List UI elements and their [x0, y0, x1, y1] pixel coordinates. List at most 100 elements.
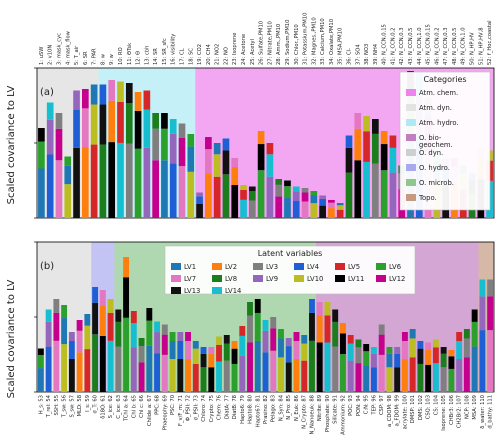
legend-label: LV13: [184, 287, 200, 295]
x-tick-label: MLD: 58: [77, 395, 83, 416]
bar-segment-b: [363, 344, 370, 352]
x-tick-label: Chl c: 66: [139, 395, 145, 418]
bar-segment-b: [463, 357, 470, 392]
bar-segment-a: [161, 160, 168, 218]
bar-segment-b: [216, 336, 222, 345]
legend-label: LV9: [266, 275, 278, 283]
x-tick-label: 15: SR_sfc: [162, 38, 168, 65]
bar-segment-b: [208, 353, 215, 368]
x-tick-label: 28: Amm.,PM10: [276, 24, 282, 65]
latent-variables-legend: Latent variables LV1 LV2 LV3 LV4 LV5 LV6 LV7 LV8…: [164, 245, 416, 295]
bar-segment-b: [239, 335, 246, 356]
bar-segment-b: [247, 315, 253, 343]
x-tick-label: 2: v10N: [48, 45, 54, 65]
bar-segment-b: [355, 347, 362, 364]
bar-segment-a: [222, 138, 230, 151]
bar-segment-b: [115, 321, 122, 347]
x-tick-label: S_sw: 57: [69, 395, 75, 418]
bar-segment-b: [37, 348, 44, 356]
x-tick-label: Phosphate: 90: [325, 395, 331, 432]
bar-segment-b: [347, 335, 354, 344]
bar-segment-a: [81, 89, 89, 109]
x-tick-label: Chem: 76: [217, 395, 223, 420]
bar-segment-a: [81, 147, 89, 218]
x-tick-label: N_Euk: 86: [294, 395, 300, 421]
bar-segment-b: [262, 320, 269, 331]
bar-segment-a: [108, 80, 116, 101]
x-tick-label: 25: Acetyl: [250, 39, 256, 65]
bar-segment-a: [372, 119, 379, 134]
x-tick-label: 51: N_HP,HV,8: [478, 27, 484, 65]
x-tick-label: 5: T_air: [74, 45, 80, 65]
bar-segment-b: [456, 332, 463, 341]
bar-segment-b: [169, 341, 176, 359]
legend-label: O. hydro.: [419, 164, 450, 172]
bar-segment-b: [92, 287, 99, 303]
x-tick-label: 41: N_CCN,0.2: [390, 28, 396, 66]
x-tick-label: Φ_PSII: 72: [186, 395, 192, 421]
x-tick-label: N_Syn: 84: [278, 394, 284, 421]
bar-segment-b: [107, 340, 114, 392]
bar-segment-b: [370, 367, 377, 392]
bar-segment-b: [386, 347, 393, 354]
bar-segment-b: [154, 332, 161, 354]
bar-segment-b: [370, 347, 377, 354]
bar-segment-b: [76, 352, 83, 392]
bar-segment-b: [487, 279, 494, 297]
legend-title-a: Categories: [423, 75, 466, 84]
bar-segment-b: [161, 324, 168, 335]
x-tick-label: δ_water: 110: [480, 395, 486, 429]
bar-segment-b: [231, 341, 238, 349]
x-tick-label: 42: N_CCN,0.3: [399, 28, 405, 66]
bar-segment-a: [328, 200, 335, 203]
x-tick-label: 3: mask_cyc: [56, 33, 62, 65]
bar-segment-a: [222, 150, 230, 175]
bar-segment-b: [487, 296, 494, 331]
bar-segment-b: [324, 315, 331, 343]
bar-segment-a: [345, 172, 353, 218]
bar-segment-b: [355, 339, 362, 348]
y-axis-label-b: Scaled covariance to LV: [6, 279, 17, 398]
bar-segment-a: [134, 92, 142, 111]
bar-segment-b: [409, 357, 416, 392]
y-axis-label-a: Scaled covariance to LV: [6, 85, 17, 204]
legend-label: Topo.: [418, 194, 437, 202]
bar-segment-b: [278, 338, 284, 358]
x-tick-label: 24: Acetone: [241, 34, 247, 65]
bar-segment-b: [223, 343, 230, 361]
bar-segment-b: [417, 341, 424, 349]
bar-segment-b: [309, 340, 315, 392]
x-tick-label: 10: RO: [118, 47, 124, 65]
bar-segment-b: [270, 317, 277, 329]
bar-segment-a: [257, 170, 265, 218]
bar-segment-a: [266, 176, 274, 218]
bar-segment-b: [309, 312, 315, 341]
bar-segment-b: [84, 314, 91, 326]
x-tick-label: DMSP: 101: [410, 395, 416, 423]
bar-segment-a: [178, 123, 186, 138]
x-tick-label: POC: 93: [348, 395, 354, 416]
bar-segment-b: [254, 312, 261, 341]
legend-swatch: [171, 263, 181, 270]
bar-segment-b: [463, 338, 470, 358]
bar-segment-b: [37, 355, 44, 369]
legend-label: Atm. chem.: [419, 89, 458, 97]
x-tick-label: N_Crypto: 87: [302, 395, 308, 429]
bar-segment-a: [363, 116, 370, 132]
bar-segment-a: [292, 200, 300, 218]
bar-segment-b: [270, 328, 277, 351]
bar-segment-b: [216, 344, 222, 362]
x-tick-label: 36: Cl-: [346, 48, 352, 65]
legend-swatch: [335, 275, 345, 282]
legend-swatch: [294, 263, 304, 270]
bar-segment-b: [169, 332, 176, 341]
bar-segment-b: [293, 359, 300, 392]
bar-segment-b: [417, 363, 424, 392]
bar-segment-a: [380, 170, 388, 218]
bar-segment-b: [386, 353, 393, 368]
bar-segment-b: [208, 367, 215, 392]
bar-segment-b: [285, 362, 292, 392]
bar-segment-b: [479, 279, 486, 297]
bar-segment-b: [177, 359, 184, 392]
panel-b-tag: (b): [40, 261, 54, 272]
